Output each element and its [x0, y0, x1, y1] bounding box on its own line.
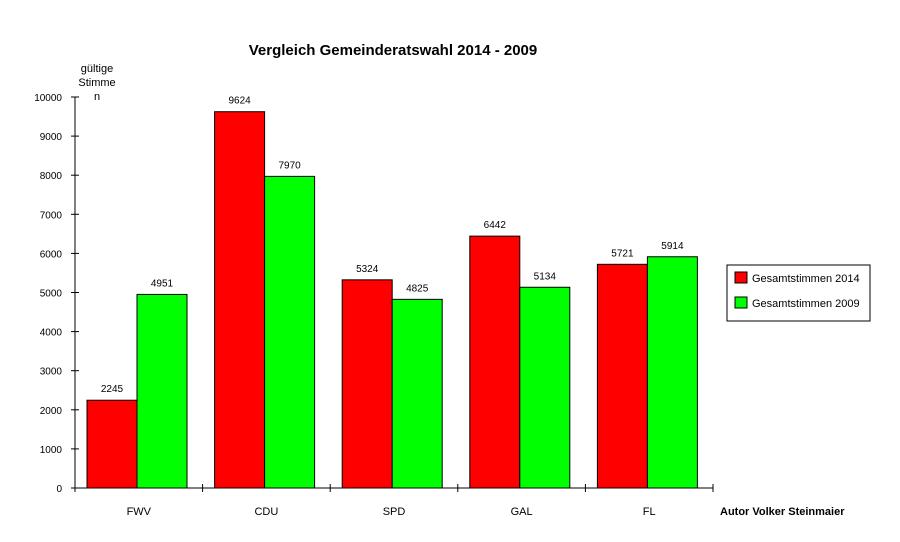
x-tick-label: SPD: [383, 506, 406, 518]
bar: [136, 293, 188, 489]
y-tick-label: 6000: [40, 249, 63, 260]
data-label: 2245: [101, 384, 124, 395]
data-label: 6442: [484, 220, 507, 231]
bar: [86, 399, 138, 489]
data-label: 9624: [228, 96, 251, 107]
x-tick-label: CDU: [254, 506, 278, 518]
y-tick-label: 5000: [40, 289, 63, 300]
bar: [341, 279, 393, 489]
bar: [391, 298, 443, 489]
y-axis-label-line: n: [94, 91, 100, 103]
bar: [214, 111, 266, 489]
y-axis-label-line: gültige: [81, 63, 113, 75]
y-tick-label: 7000: [40, 210, 63, 221]
y-axis-label: gültige Stimme n: [78, 63, 115, 103]
bar: [519, 286, 571, 489]
bar: [596, 263, 648, 489]
data-label: 5324: [356, 264, 379, 275]
y-tick-label: 8000: [40, 171, 63, 182]
y-tick-label: 0: [56, 484, 62, 495]
data-label: 5134: [534, 271, 557, 282]
x-tick-label: FL: [643, 506, 656, 518]
author-note: Autor Volker Steinmaier: [720, 506, 845, 518]
y-tick-label: 9000: [40, 132, 63, 143]
bar: [264, 175, 316, 489]
legend-swatch-2014: [734, 271, 748, 284]
y-tick-label: 2000: [40, 406, 63, 417]
y-tick-label: 4000: [40, 328, 63, 339]
bar: [646, 256, 698, 489]
data-label: 5914: [661, 241, 684, 252]
x-tick-label: GAL: [511, 506, 533, 518]
chart-title: Vergleich Gemeinderatswahl 2014 - 2009: [249, 42, 538, 59]
y-tick-label: 10000: [34, 93, 62, 104]
x-tick-label: FWV: [127, 506, 152, 518]
bar: [469, 235, 521, 489]
data-label: 7970: [278, 160, 301, 171]
legend-label-2014: Gesamtstimmen 2014: [752, 273, 860, 285]
data-label: 5721: [611, 248, 634, 259]
legend-box: [726, 264, 871, 322]
legend-swatch-2009: [734, 296, 748, 309]
legend: Gesamtstimmen 2014 Gesamtstimmen 2009: [726, 264, 871, 322]
data-label: 4825: [406, 283, 429, 294]
data-label: 4951: [151, 278, 174, 289]
y-tick-label: 1000: [40, 445, 63, 456]
y-axis-label-line: Stimme: [78, 77, 115, 89]
y-tick-label: 3000: [40, 367, 63, 378]
legend-label-2009: Gesamtstimmen 2009: [752, 298, 860, 310]
